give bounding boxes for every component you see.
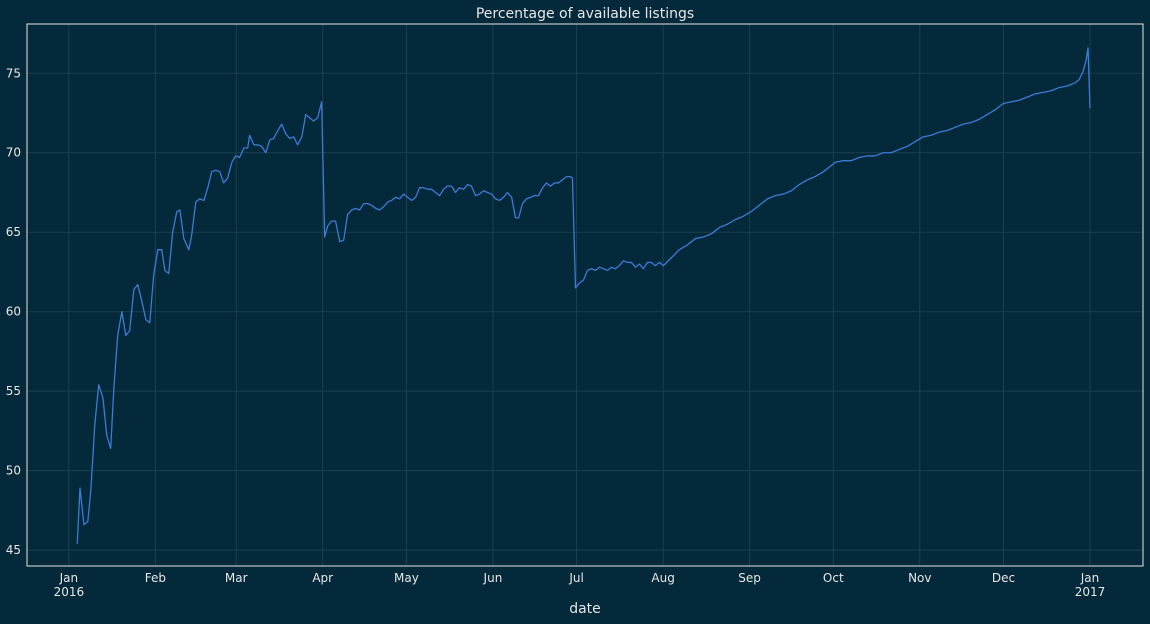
x-tick-label-line: Jan [59, 571, 79, 585]
x-tick-label: Jan 2017 [1075, 571, 1106, 599]
x-tick-label-line: Apr [312, 571, 333, 585]
y-tick-label: 55 [6, 384, 21, 398]
y-tick-label: 70 [6, 146, 21, 160]
x-tick-label-line: Feb [145, 571, 166, 585]
x-tick-label-line: Mar [225, 571, 248, 585]
plot-frame [26, 23, 1144, 567]
x-tick-label-line: 2016 [54, 585, 85, 599]
x-tick-label-line: 2017 [1075, 585, 1106, 599]
y-tick-label: 60 [6, 305, 21, 319]
x-tick-label: Jul [568, 571, 583, 585]
x-tick-label-line: Jun [483, 571, 503, 585]
x-tick-label-line: Nov [908, 571, 931, 585]
x-tick-label-line: Oct [823, 571, 844, 585]
x-tick-label: Jun [483, 571, 503, 585]
x-tick-label-line: Aug [651, 571, 674, 585]
y-tick-label: 65 [6, 225, 21, 239]
x-tick-label: Nov [908, 571, 931, 585]
chart-title: Percentage of available listings [476, 6, 694, 22]
x-tick-label: Aug [651, 571, 674, 585]
y-tick-label: 45 [6, 543, 21, 557]
x-tick-label-line: Sep [738, 571, 761, 585]
x-tick-label-line: Jul [568, 571, 583, 585]
x-tick-label: May [394, 571, 419, 585]
x-tick-label: Dec [992, 571, 1015, 585]
data-line [76, 47, 1091, 544]
y-tick-label: 50 [6, 464, 21, 478]
x-tick-label: Feb [145, 571, 166, 585]
x-tick-label: Apr [312, 571, 333, 585]
x-axis-label: date [569, 601, 601, 617]
x-tick-label: Mar [225, 571, 248, 585]
x-tick-label: Sep [738, 571, 761, 585]
x-tick-label-line: Jan [1080, 571, 1100, 585]
y-tick-label: 75 [6, 66, 21, 80]
x-tick-label-line: Dec [992, 571, 1015, 585]
x-tick-label: Oct [823, 571, 844, 585]
x-tick-label: Jan 2016 [54, 571, 85, 599]
x-tick-label-line: May [394, 571, 419, 585]
